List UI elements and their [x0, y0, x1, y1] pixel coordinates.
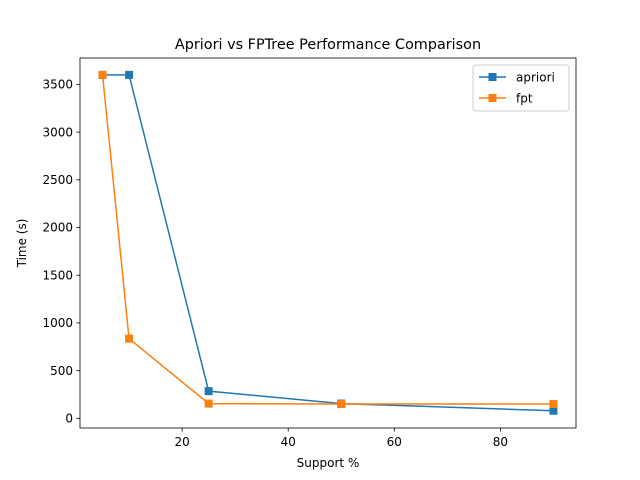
x-tick-label: 20: [174, 435, 189, 449]
data-point-apriori: [204, 387, 213, 396]
legend-label-apriori: apriori: [516, 71, 555, 85]
data-point-apriori: [125, 70, 134, 79]
y-tick-label: 2000: [42, 221, 73, 235]
data-point-fpt: [125, 334, 134, 343]
legend-marker-apriori: [488, 73, 497, 81]
data-point-fpt: [337, 400, 346, 409]
y-axis-label: Time (s): [15, 219, 29, 269]
series-layer: [98, 70, 558, 415]
x-axis-ticks: 20 40 60 80: [174, 428, 508, 449]
chart-title: Apriori vs FPTree Performance Comparison: [175, 37, 481, 53]
y-tick-label: 2500: [42, 173, 73, 187]
series-fpt: [98, 70, 558, 409]
y-tick-label: 1500: [42, 268, 73, 282]
legend: apriori fpt: [472, 64, 570, 112]
axes-frame: [79, 57, 577, 429]
x-tick-label: 80: [493, 435, 508, 449]
y-tick-label: 3500: [42, 78, 73, 92]
x-tick-label: 60: [387, 435, 402, 449]
y-tick-label: 1000: [42, 316, 73, 330]
y-tick-label: 3000: [42, 125, 73, 139]
legend-marker-fpt: [488, 94, 497, 102]
data-point-fpt: [98, 70, 107, 79]
y-tick-label: 500: [50, 364, 73, 378]
x-tick-label: 40: [281, 435, 296, 449]
legend-item-apriori: apriori: [479, 71, 555, 85]
plot-area: 20 40 60 80 0 500 1000 1500 2000 2500 3000 3500: [42, 57, 577, 449]
y-axis-ticks: 0 500 1000 1500 2000 2500 3000 3500: [42, 78, 80, 426]
y-tick-label: 0: [65, 412, 73, 426]
data-point-fpt: [204, 399, 213, 408]
x-axis-label: Support %: [297, 456, 360, 470]
data-point-fpt: [549, 400, 558, 409]
legend-label-fpt: fpt: [516, 92, 533, 106]
legend-item-fpt: fpt: [479, 92, 533, 106]
data-point-apriori: [549, 406, 558, 415]
